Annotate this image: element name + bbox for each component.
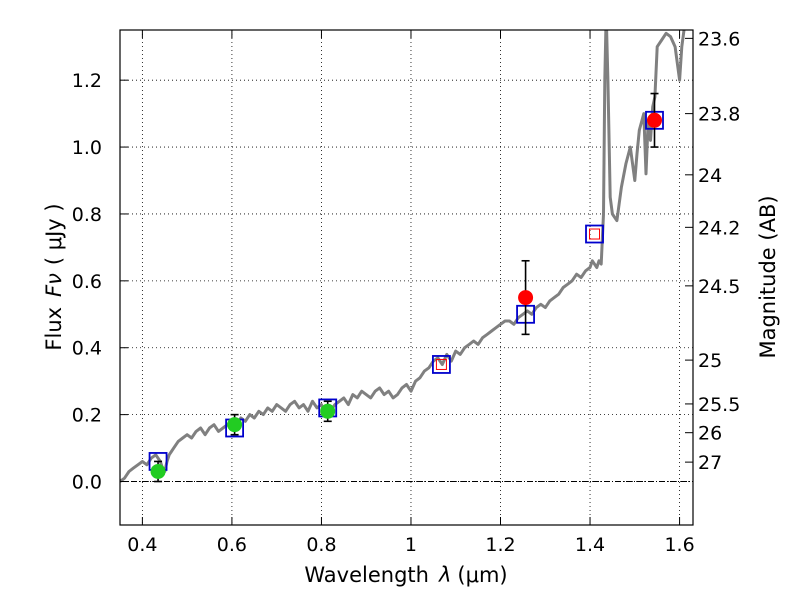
mag-tick-label: 26 (698, 423, 722, 445)
observed-optical-point (150, 463, 166, 479)
plot-frame (119, 29, 694, 526)
right-axis-label: Magnitude (AB) (756, 195, 780, 358)
y-tick-label: 0.6 (72, 271, 102, 293)
x-tick-label: 0.6 (217, 534, 247, 556)
x-tick-label: 1 (405, 534, 417, 556)
y-tick-label: 0.4 (72, 338, 102, 360)
y-tick-label: 0.0 (72, 472, 102, 494)
y-tick-label: 0.8 (72, 204, 102, 226)
x-tick-label: 1.6 (664, 534, 694, 556)
x-tick-label: 1.4 (575, 534, 605, 556)
model-spectrum-line (120, 30, 686, 483)
mag-tick-label: 24 (698, 165, 722, 187)
axis-ticks: 0.4 0.6 0.8 1 1.2 1.4 1.6 0.0 0.2 0.4 0.6 0.8 1.0 1.2… (72, 28, 741, 556)
mag-tick-label: 27 (698, 452, 722, 474)
data-marks (148, 92, 664, 483)
observed-ir-point (518, 290, 534, 306)
observed-optical-point (320, 403, 336, 419)
grid (120, 30, 693, 525)
mag-tick-label: 24.2 (698, 217, 740, 239)
mag-tick-label: 24.5 (698, 276, 740, 298)
x-tick-label: 0.8 (306, 534, 336, 556)
model-flux-square (432, 355, 451, 374)
mag-tick-label: 25 (698, 350, 722, 372)
x-axis-label: Wavelength λ (μm) (304, 563, 507, 587)
mag-tick-label: 25.5 (698, 394, 740, 416)
y-tick-label: 1.2 (72, 70, 102, 92)
observed-ir-point (589, 228, 601, 240)
mag-tick-label: 23.6 (698, 28, 740, 50)
observed-optical-point (227, 417, 243, 433)
y-axis-label: FluxFν( μJy ) (42, 203, 66, 350)
x-tick-label: 1.2 (485, 534, 515, 556)
model-flux-square (585, 224, 604, 244)
mag-tick-label: 23.8 (698, 104, 740, 126)
y-tick-label: 0.2 (72, 405, 102, 427)
observed-ir-point (647, 112, 663, 128)
observed-ir-point (435, 358, 447, 370)
y-tick-label: 1.0 (72, 137, 102, 159)
x-tick-label: 0.4 (127, 534, 157, 556)
